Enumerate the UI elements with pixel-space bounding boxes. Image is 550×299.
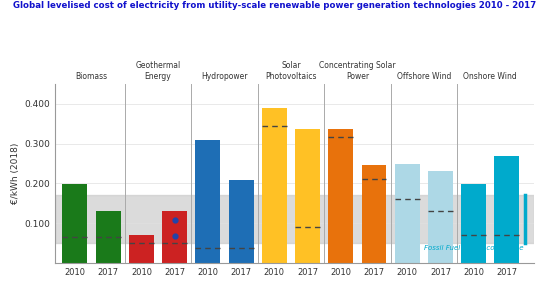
Bar [129, 235, 154, 263]
Bar [328, 129, 353, 263]
Bar [295, 129, 320, 263]
Bar [494, 156, 519, 263]
Bar [162, 211, 187, 263]
Text: Hydropower: Hydropower [201, 72, 248, 81]
Bar [195, 140, 221, 263]
Y-axis label: €/kWh (2018): €/kWh (2018) [11, 143, 20, 204]
Text: Fossil Fuel power cost range: Fossil Fuel power cost range [424, 245, 524, 251]
Text: Offshore Wind: Offshore Wind [397, 72, 451, 81]
Text: Global levelised cost of electricity from utility-scale renewable power generati: Global levelised cost of electricity fro… [13, 1, 537, 10]
Bar [361, 165, 387, 263]
Bar [262, 109, 287, 263]
Text: Geothermal
Energy: Geothermal Energy [135, 61, 180, 81]
Bar [428, 171, 453, 263]
Text: Biomass: Biomass [75, 72, 108, 81]
Bar [55, 195, 534, 243]
Text: Onshore Wind: Onshore Wind [464, 72, 517, 81]
Text: Solar
Photovoltaics: Solar Photovoltaics [265, 61, 317, 81]
Bar [461, 184, 486, 263]
Bar [229, 180, 254, 263]
Bar [63, 184, 87, 263]
Bar [96, 211, 120, 263]
Bar [395, 164, 420, 263]
Text: Concentrating Solar
Power: Concentrating Solar Power [319, 61, 395, 81]
